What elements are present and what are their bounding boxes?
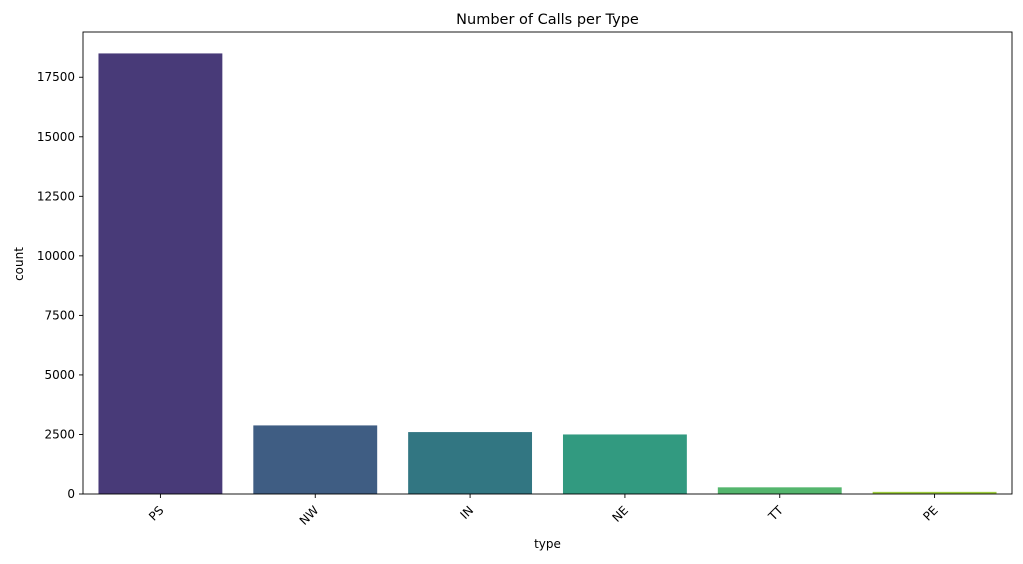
y-tick-label: 12500 <box>37 189 75 203</box>
bar-in <box>408 432 533 494</box>
y-axis-label: count <box>12 247 26 281</box>
x-tick-label-tt: TT <box>765 503 786 524</box>
y-tick-label: 2500 <box>44 427 75 441</box>
x-tick-label-ne: NE <box>609 503 631 525</box>
bar-pe <box>872 491 997 494</box>
bars-group <box>98 53 997 495</box>
bar-tt <box>717 487 842 494</box>
y-tick-label: 10000 <box>37 249 75 263</box>
bar-nw <box>253 425 378 494</box>
plot-frame <box>82 31 1013 495</box>
bar-ne <box>562 434 687 494</box>
y-tick-label: 17500 <box>37 70 75 84</box>
y-tick-label: 7500 <box>44 308 75 322</box>
bar-ps <box>98 53 223 495</box>
x-axis-label: type <box>534 537 561 551</box>
x-tick-label-pe: PE <box>920 503 940 523</box>
chart-title: Number of Calls per Type <box>456 12 639 28</box>
y-tick-label: 0 <box>67 487 75 501</box>
x-tick-label-ps: PS <box>146 503 166 523</box>
x-tick-label-in: IN <box>457 503 476 522</box>
y-tick-label: 15000 <box>37 130 75 144</box>
y-tick-label: 5000 <box>44 368 75 382</box>
x-tick-label-nw: NW <box>297 503 322 528</box>
